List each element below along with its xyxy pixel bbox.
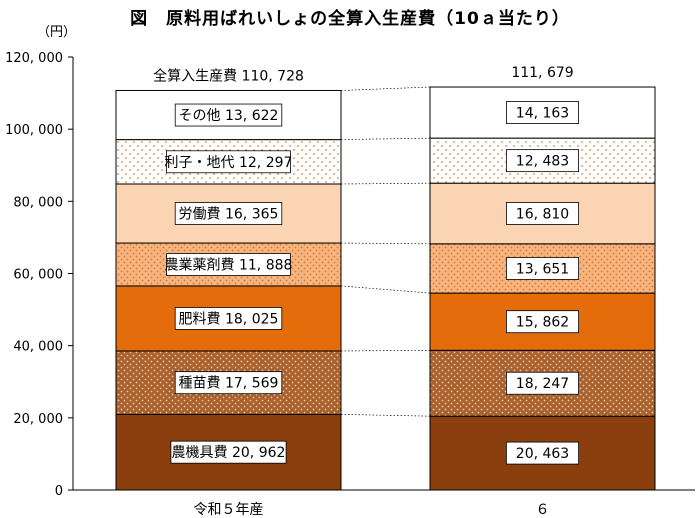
- y-unit-label: （円）: [37, 25, 76, 40]
- segment-label-box: [174, 103, 283, 127]
- segment-label: 12, 483: [516, 154, 569, 170]
- y-tick-label: 100, 000: [5, 123, 63, 138]
- segment-label-box: [505, 371, 579, 395]
- y-tick-label: 20, 000: [13, 412, 63, 427]
- segment-label-box: [166, 253, 291, 276]
- category-label: ６: [536, 502, 550, 518]
- y-tick-label: 40, 000: [13, 340, 63, 355]
- segment-label: 14, 163: [516, 106, 569, 122]
- segment-label-box: [505, 257, 579, 280]
- connector-line: [340, 182, 431, 185]
- segment-label-box: [505, 149, 579, 173]
- category-label: 令和５年産: [194, 502, 264, 518]
- connector-line: [340, 137, 431, 140]
- connector-line: [340, 285, 431, 294]
- connector-line: [340, 242, 431, 245]
- segment-label-box: [174, 307, 283, 330]
- connector-line: [340, 86, 431, 91]
- segment-label: 労働費 16, 365: [179, 207, 279, 223]
- segment-label: 農機具費 20, 962: [172, 445, 286, 461]
- connector-line: [340, 414, 431, 417]
- segment-label: 20, 463: [516, 446, 569, 462]
- segment-label: 利子・地代 12, 297: [165, 155, 293, 171]
- segment-label-box: [166, 150, 291, 174]
- y-tick-label: 60, 000: [13, 268, 63, 283]
- segment-label-box: [505, 101, 579, 124]
- total-label: 111, 679: [511, 65, 573, 81]
- y-tick-label: 0: [55, 484, 63, 499]
- segment-label: 18, 247: [516, 376, 569, 392]
- y-tick-label: 80, 000: [13, 195, 63, 210]
- segment-label-box: [174, 371, 283, 395]
- segment-label: その他 13, 622: [179, 108, 279, 124]
- segment-label: 農業薬剤費 11, 888: [165, 257, 293, 273]
- segment-label: 種苗費 17, 569: [179, 376, 279, 392]
- segment-label: 16, 810: [516, 207, 569, 223]
- segment-label-box: [174, 202, 283, 225]
- segment-label: 肥料費 18, 025: [179, 311, 279, 327]
- y-tick-label: 120, 000: [5, 51, 63, 66]
- chart-title: 図 原料用ばれいしょの全算入生産費（10ａ当たり）: [130, 9, 570, 29]
- segment-label-box: [170, 440, 287, 464]
- segment-label-box: [505, 310, 579, 334]
- segment-label: 13, 651: [516, 261, 569, 277]
- connector-line: [340, 349, 431, 352]
- total-label: 全算入生産費 110, 728: [153, 67, 304, 84]
- segment-label: 15, 862: [516, 315, 569, 331]
- segment-label-box: [505, 202, 579, 225]
- segment-label-box: [505, 441, 579, 465]
